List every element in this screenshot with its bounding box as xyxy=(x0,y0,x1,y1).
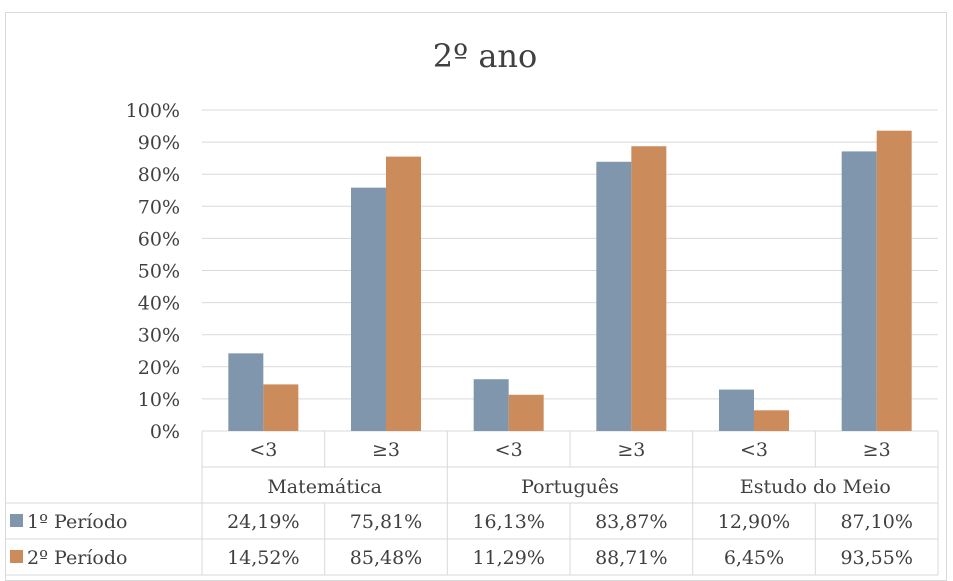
x-tick-label: ≥3 xyxy=(617,439,645,461)
grid xyxy=(202,109,938,432)
data-label: 11,29% xyxy=(472,547,544,569)
bar-2-2 xyxy=(386,156,421,432)
y-tick-label: 100% xyxy=(126,100,180,122)
y-tick-label: 20% xyxy=(138,357,180,379)
bar-1-2 xyxy=(351,187,386,431)
data-label: 88,71% xyxy=(595,547,667,569)
bar-1-4 xyxy=(596,161,632,432)
group-label: Estudo do Meio xyxy=(740,476,891,498)
bar-2-5 xyxy=(754,410,789,431)
bar-1-6 xyxy=(841,151,877,431)
data-table: <3 ≥3 <3 ≥3 <3 ≥3 Matemática Português Estudo do… xyxy=(5,431,939,576)
x-tick-label: <3 xyxy=(740,439,768,461)
y-tick-label: 60% xyxy=(138,228,180,250)
x-tick-label: ≥3 xyxy=(372,439,400,461)
bar-1-3 xyxy=(473,379,509,431)
bar-1-5 xyxy=(719,389,754,431)
legend-label: 1º Período xyxy=(27,511,127,533)
legend-label: 2º Período xyxy=(27,547,127,569)
bar-2-3 xyxy=(508,394,544,431)
y-tick-label: 50% xyxy=(138,261,180,283)
x-tick-label: <3 xyxy=(249,439,277,461)
legend-swatch xyxy=(10,550,23,563)
y-tick-label: 10% xyxy=(138,389,180,411)
legend-swatch xyxy=(10,514,23,527)
y-tick-label: 70% xyxy=(138,196,180,218)
data-label: 6,45% xyxy=(724,547,784,569)
bar-2-1 xyxy=(263,384,299,431)
y-tick-label: 90% xyxy=(138,132,180,154)
data-label: 85,48% xyxy=(350,547,422,569)
y-tick-label: 0% xyxy=(150,421,180,443)
data-label: 14,52% xyxy=(227,547,299,569)
data-label: 83,87% xyxy=(595,511,667,533)
group-label: Português xyxy=(521,476,619,498)
bars xyxy=(228,130,912,432)
data-label: 93,55% xyxy=(840,547,912,569)
chart-title: 2º ano xyxy=(433,37,538,75)
data-label: 87,10% xyxy=(840,511,912,533)
data-label: 75,81% xyxy=(350,511,422,533)
x-tick-label: ≥3 xyxy=(863,439,891,461)
y-tick-label: 40% xyxy=(138,293,180,315)
y-tick-label: 80% xyxy=(138,164,180,186)
data-label: 12,90% xyxy=(718,511,790,533)
group-label: Matemática xyxy=(267,476,382,498)
y-tick-label: 30% xyxy=(138,325,180,347)
bar-2-6 xyxy=(876,130,912,431)
x-tick-label: <3 xyxy=(495,439,523,461)
bar-1-1 xyxy=(228,353,264,431)
y-axis-ticks: 0% 10% 20% 30% 40% 50% 60% 70% 80% 90% 100% xyxy=(126,100,180,443)
data-label: 24,19% xyxy=(227,511,299,533)
data-label: 16,13% xyxy=(472,511,544,533)
bar-2-4 xyxy=(631,146,667,431)
